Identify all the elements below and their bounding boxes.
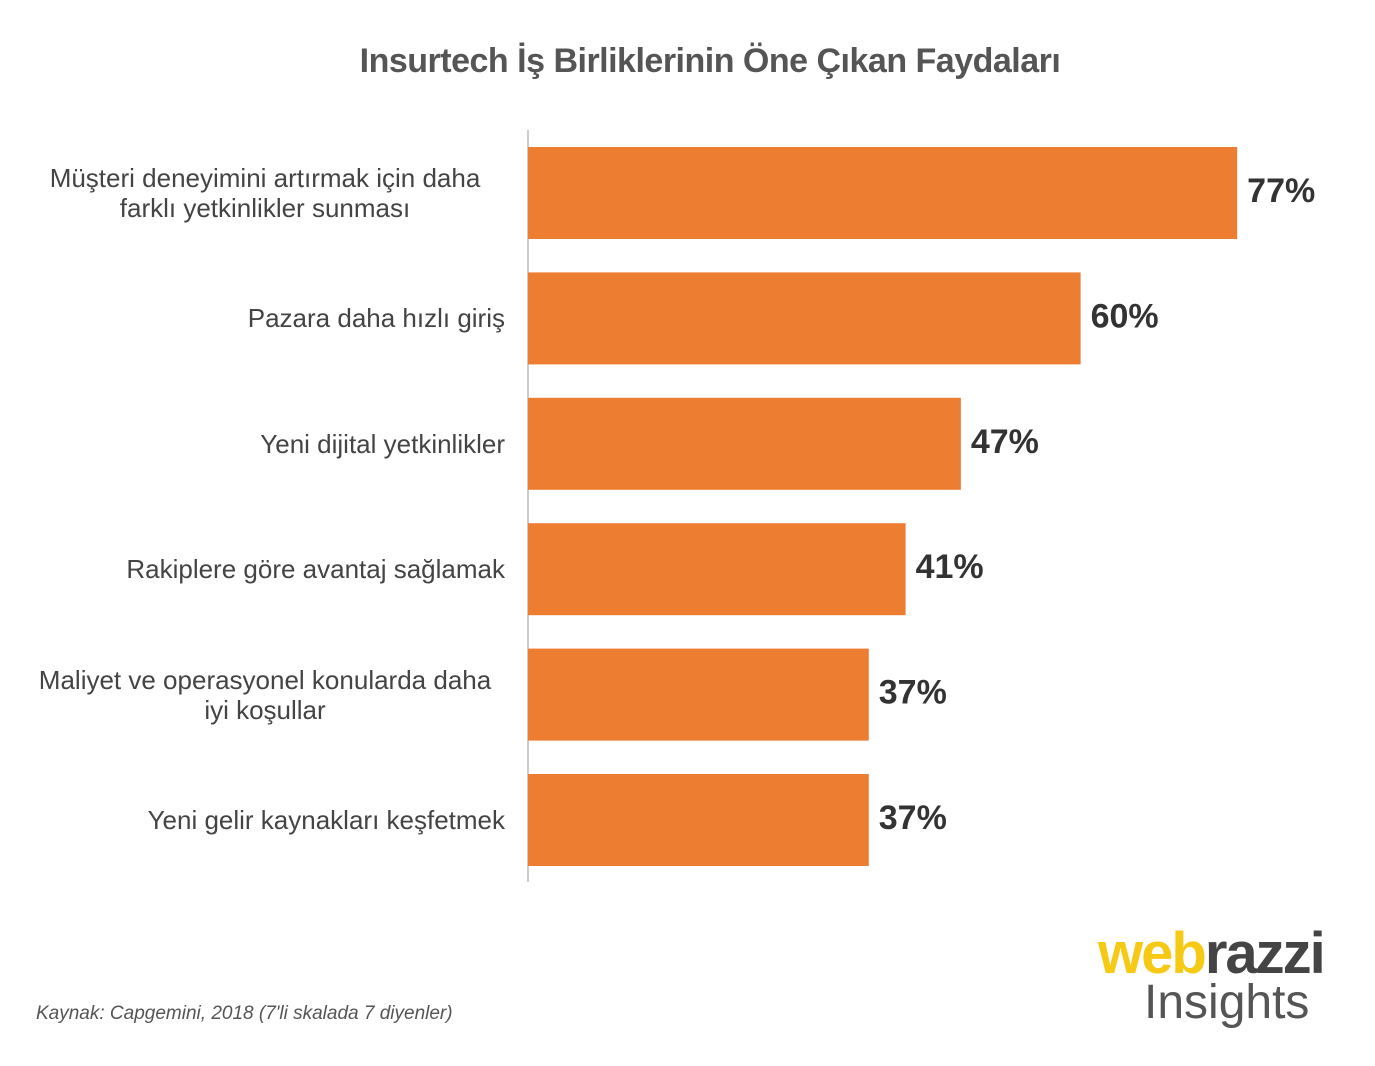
category-label: Yeni gelir kaynakları keşfetmek (147, 805, 505, 835)
value-label: 37% (879, 674, 947, 712)
category-label: Maliyet ve operasyonel konularda daha iy… (38, 664, 492, 725)
category-label-box: Pazara daha hızlı giriş (25, 303, 505, 333)
source-note: Kaynak: Capgemini, 2018 (7'li skalada 7 … (36, 1003, 453, 1024)
category-label-box: Yeni dijital yetkinlikler (25, 429, 505, 459)
logo-part: web (1098, 921, 1207, 986)
category-label: Pazara daha hızlı giriş (247, 303, 505, 334)
bar (528, 397, 961, 490)
value-label: 47% (971, 423, 1039, 461)
bar (528, 272, 1081, 365)
value-label: 41% (916, 548, 984, 586)
category-label-box: Müşteri deneyimini artırmak için daha fa… (25, 163, 505, 223)
value-label: 37% (879, 799, 947, 837)
bar (528, 147, 1238, 239)
chart-title: Insurtech İş Birliklerinin Öne Çıkan Fay… (359, 42, 1061, 80)
bar (528, 774, 869, 866)
category-label-box: Yeni gelir kaynakları keşfetmek (25, 805, 505, 835)
logo-subtitle: Insights (1144, 976, 1310, 1029)
category-label: Müşteri deneyimini artırmak için daha fa… (49, 163, 481, 223)
category-label: Yeni dijital yetkinlikler (260, 428, 505, 459)
bar (528, 523, 906, 616)
category-label-box: Rakiplere göre avantaj sağlamak (25, 554, 505, 584)
category-label: Rakiplere göre avantaj sağlamak (126, 554, 505, 585)
category-label-box: Maliyet ve operasyonel konularda daha iy… (25, 665, 505, 725)
logo-part: razzi (1204, 921, 1326, 986)
value-label: 60% (1091, 297, 1159, 335)
value-label: 77% (1247, 172, 1315, 210)
logo: webrazzi Insights (1098, 925, 1326, 1029)
bar (528, 648, 869, 741)
